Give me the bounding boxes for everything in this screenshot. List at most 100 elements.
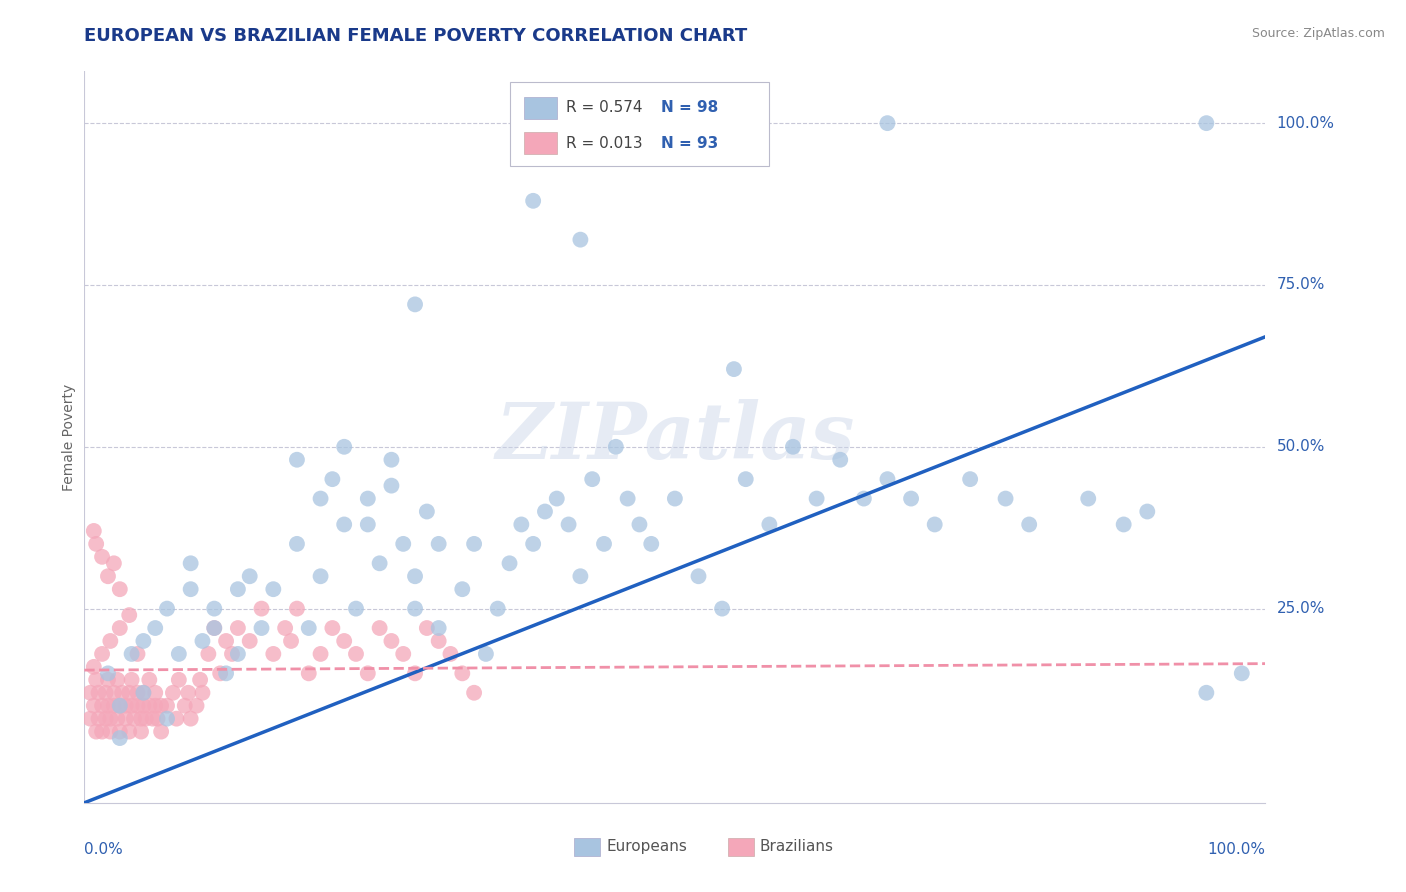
Point: [108, 698, 131, 713]
Point: [91, 698, 114, 713]
Point: [486, 601, 509, 615]
Point: [546, 491, 568, 506]
Point: [734, 472, 756, 486]
Point: [830, 452, 852, 467]
Point: [344, 647, 367, 661]
Point: [344, 601, 367, 615]
Point: [1077, 491, 1099, 506]
Point: [79, 686, 101, 700]
Point: [162, 686, 184, 700]
Point: [121, 673, 143, 687]
Point: [392, 537, 415, 551]
Point: [380, 452, 402, 467]
Point: [98, 634, 121, 648]
Point: [127, 686, 149, 700]
Text: Brazilians: Brazilians: [759, 839, 834, 855]
Point: [569, 233, 592, 247]
Point: [404, 666, 426, 681]
Point: [103, 698, 125, 713]
Point: [593, 537, 616, 551]
Point: [1112, 517, 1135, 532]
Point: [202, 621, 225, 635]
Point: [209, 666, 232, 681]
Point: [97, 673, 120, 687]
Point: [156, 712, 179, 726]
Point: [87, 686, 110, 700]
Point: [664, 491, 686, 506]
Point: [132, 634, 155, 648]
Point: [333, 634, 356, 648]
Point: [250, 601, 273, 615]
Text: R = 0.013: R = 0.013: [567, 136, 643, 151]
Point: [107, 673, 129, 687]
FancyBboxPatch shape: [509, 82, 769, 167]
Point: [298, 621, 321, 635]
Point: [156, 698, 179, 713]
Point: [127, 698, 149, 713]
Text: 100.0%: 100.0%: [1277, 116, 1334, 130]
Point: [510, 517, 533, 532]
Point: [285, 537, 308, 551]
Point: [262, 582, 284, 597]
Point: [357, 666, 380, 681]
Text: Source: ZipAtlas.com: Source: ZipAtlas.com: [1251, 27, 1385, 40]
Point: [309, 491, 332, 506]
Point: [129, 724, 152, 739]
Point: [111, 686, 134, 700]
FancyBboxPatch shape: [523, 132, 557, 154]
Point: [143, 698, 166, 713]
Point: [581, 472, 603, 486]
Point: [132, 686, 155, 700]
Point: [215, 666, 238, 681]
Text: ZIPatlas: ZIPatlas: [495, 399, 855, 475]
Point: [852, 491, 875, 506]
Point: [959, 472, 981, 486]
Point: [132, 686, 155, 700]
Point: [321, 472, 343, 486]
Point: [143, 621, 166, 635]
Point: [392, 647, 415, 661]
FancyBboxPatch shape: [575, 838, 600, 856]
Text: 50.0%: 50.0%: [1277, 439, 1324, 454]
Point: [522, 194, 544, 208]
Y-axis label: Female Poverty: Female Poverty: [62, 384, 76, 491]
Point: [118, 724, 141, 739]
Text: 100.0%: 100.0%: [1208, 842, 1265, 856]
Point: [138, 698, 160, 713]
Point: [416, 504, 439, 518]
Point: [202, 601, 225, 615]
Point: [557, 517, 579, 532]
Point: [616, 491, 638, 506]
Text: EUROPEAN VS BRAZILIAN FEMALE POVERTY CORRELATION CHART: EUROPEAN VS BRAZILIAN FEMALE POVERTY COR…: [84, 27, 748, 45]
Point: [129, 712, 152, 726]
Point: [84, 724, 107, 739]
Point: [298, 666, 321, 681]
Point: [416, 621, 439, 635]
Point: [285, 452, 308, 467]
Point: [180, 557, 202, 571]
Point: [404, 601, 426, 615]
Point: [357, 517, 380, 532]
Point: [368, 621, 391, 635]
Point: [167, 647, 190, 661]
Point: [202, 621, 225, 635]
Point: [427, 621, 450, 635]
Point: [1230, 666, 1253, 681]
Point: [924, 517, 946, 532]
Point: [108, 724, 131, 739]
Point: [83, 660, 105, 674]
Point: [285, 601, 308, 615]
Point: [107, 712, 129, 726]
Point: [180, 582, 202, 597]
Point: [150, 724, 173, 739]
Point: [380, 634, 402, 648]
Point: [91, 724, 114, 739]
Point: [463, 686, 485, 700]
Point: [498, 557, 520, 571]
Point: [900, 491, 922, 506]
Point: [1018, 517, 1040, 532]
Text: N = 98: N = 98: [661, 101, 718, 115]
Point: [280, 634, 302, 648]
Point: [84, 673, 107, 687]
Point: [108, 698, 131, 713]
